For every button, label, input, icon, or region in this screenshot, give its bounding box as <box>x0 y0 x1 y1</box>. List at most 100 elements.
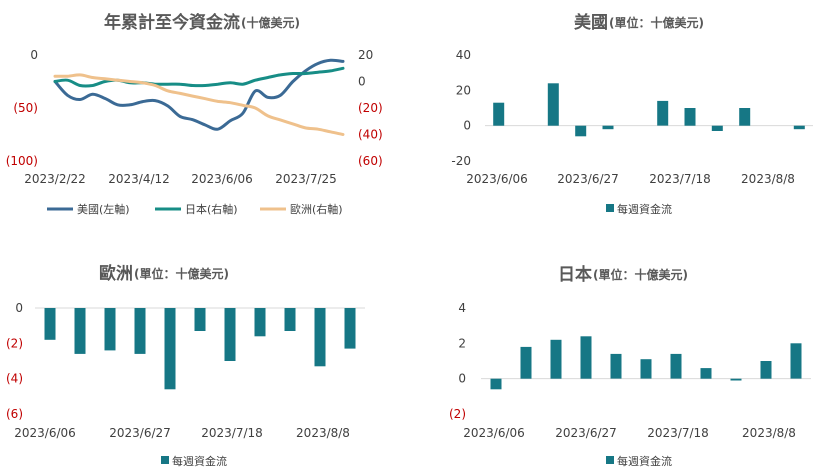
us-chart-title: 美國 <box>574 12 608 33</box>
japan-bar <box>490 378 502 390</box>
japan-bar <box>730 378 742 381</box>
ytd-right-tick: 0 <box>358 75 366 89</box>
japan-y-tick: 4 <box>458 301 466 315</box>
us-legend-label: 每週資金流 <box>617 202 672 216</box>
ytd-x-tick: 2023/7/25 <box>275 172 337 186</box>
us-bar <box>793 125 805 130</box>
japan-legend-label: 每週資金流 <box>617 454 672 468</box>
japan-bar <box>790 343 802 379</box>
japan-chart-title-unit: (單位：十億美元) <box>593 267 688 282</box>
europe-bar <box>344 308 356 349</box>
us-y-tick: 0 <box>463 119 471 133</box>
ytd-left-tick: 0 <box>30 48 38 62</box>
japan-x-tick: 2023/6/06 <box>463 426 525 440</box>
ytd-chart-title: 年累計至今資金流 <box>104 12 240 33</box>
us-bar <box>602 125 614 130</box>
japan-y-tick: (2) <box>449 407 466 421</box>
us-y-tick: 40 <box>456 48 471 62</box>
europe-legend-label: 每週資金流 <box>172 454 227 468</box>
us-bar <box>547 83 559 126</box>
us-weekly-chart: 美國 (單位：十億美元) 40 20 0 -20 2023/6/06 2023/6/27 2… <box>451 12 813 216</box>
japan-bars <box>490 336 802 390</box>
series-line-us <box>53 58 345 131</box>
japan-y-tick: 0 <box>458 372 466 386</box>
europe-y-tick: 0 <box>15 301 23 315</box>
europe-y-tick: (4) <box>6 372 23 386</box>
japan-x-tick: 2023/8/8 <box>742 426 796 440</box>
europe-x-tick: 2023/6/27 <box>109 426 171 440</box>
japan-legend-swatch <box>606 456 614 464</box>
europe-axis: 0 (2) (4) (6) 2023/6/06 2023/6/27 2023/7/18 202… <box>6 301 365 440</box>
japan-bar <box>520 346 532 379</box>
europe-y-tick: (6) <box>6 407 23 421</box>
us-bar <box>684 108 696 126</box>
legend-label-europe: 歐洲(右軸) <box>290 202 343 216</box>
japan-axis: 4 2 0 (2) 2023/6/06 2023/6/27 2023/7/18 2023/8/… <box>449 301 811 440</box>
japan-x-tick: 2023/6/27 <box>555 426 617 440</box>
ytd-right-tick: (20) <box>358 101 383 115</box>
japan-weekly-chart: 日本 (單位：十億美元) 4 2 0 (2) 2023/6/06 2023/6/27 202… <box>449 264 811 468</box>
ytd-x-tick: 2023/4/12 <box>108 172 170 186</box>
ytd-x-tick: 2023/6/06 <box>191 172 253 186</box>
us-x-tick: 2023/6/06 <box>466 172 528 186</box>
us-x-tick: 2023/6/27 <box>557 172 619 186</box>
europe-bar <box>284 308 296 331</box>
japan-bar <box>610 353 622 379</box>
us-chart-title-unit: (單位：十億美元) <box>609 15 704 30</box>
europe-x-tick: 2023/6/06 <box>14 426 76 440</box>
series-line-japan <box>53 66 345 88</box>
japan-bar <box>550 339 562 379</box>
ytd-flow-chart: 年累計至今資金流 (十億美元) 0 (50) (100) 20 0 (20) (40) (6… <box>6 12 383 216</box>
ytd-left-tick: (50) <box>13 101 38 115</box>
japan-x-tick: 2023/7/18 <box>647 426 709 440</box>
japan-y-tick: 2 <box>458 336 466 350</box>
europe-bar <box>164 308 176 390</box>
japan-bar <box>700 368 712 379</box>
us-axis: 40 20 0 -20 2023/6/06 2023/6/27 2023/7/18 2023/… <box>451 48 813 186</box>
us-bar <box>739 108 751 126</box>
us-bar <box>657 100 669 126</box>
japan-bar <box>580 336 592 379</box>
japan-legend: 每週資金流 <box>606 454 672 468</box>
us-legend-swatch <box>606 204 614 212</box>
us-bars <box>493 83 805 137</box>
ytd-x-tick: 2023/2/22 <box>24 172 86 186</box>
ytd-left-tick: (100) <box>6 154 38 168</box>
us-x-tick: 2023/7/18 <box>649 172 711 186</box>
ytd-right-tick: (40) <box>358 128 383 142</box>
europe-chart-title: 歐洲 <box>99 263 133 284</box>
us-y-tick: 20 <box>456 83 471 97</box>
ytd-series-lines <box>53 58 345 136</box>
ytd-right-axis: 20 0 (20) (40) (60) <box>358 48 383 168</box>
japan-bar <box>670 353 682 379</box>
europe-bars <box>44 308 356 390</box>
legend-label-us: 美國(左軸) <box>77 202 130 216</box>
europe-bar <box>44 308 56 340</box>
ytd-chart-title-unit: (十億美元) <box>241 15 300 30</box>
japan-bar <box>640 359 652 379</box>
europe-chart-title-unit: (單位：十億美元) <box>134 266 229 281</box>
europe-bar <box>134 308 146 354</box>
europe-x-tick: 2023/7/18 <box>201 426 263 440</box>
ytd-right-tick: (60) <box>358 154 383 168</box>
europe-bar <box>194 308 206 331</box>
us-y-tick: -20 <box>451 154 471 168</box>
japan-chart-title: 日本 <box>558 264 592 285</box>
ytd-right-tick: 20 <box>358 48 373 62</box>
legend-label-japan: 日本(右軸) <box>185 202 238 216</box>
series-line-europe <box>53 73 345 136</box>
us-legend: 每週資金流 <box>606 202 672 216</box>
europe-bar <box>74 308 86 354</box>
europe-bar <box>104 308 116 351</box>
ytd-legend: 美國(左軸) 日本(右軸) 歐洲(右軸) <box>47 202 343 216</box>
ytd-left-axis: 0 (50) (100) <box>6 48 38 168</box>
us-bar <box>711 125 723 131</box>
us-bar <box>493 102 505 126</box>
europe-weekly-chart: 歐洲 (單位：十億美元) 0 (2) (4) (6) 2023/6/06 2023/6/2… <box>6 263 365 468</box>
japan-bar <box>760 361 772 379</box>
europe-bar <box>314 308 326 367</box>
europe-x-tick: 2023/8/8 <box>296 426 350 440</box>
europe-legend-swatch <box>161 456 169 464</box>
us-x-tick: 2023/8/8 <box>741 172 795 186</box>
